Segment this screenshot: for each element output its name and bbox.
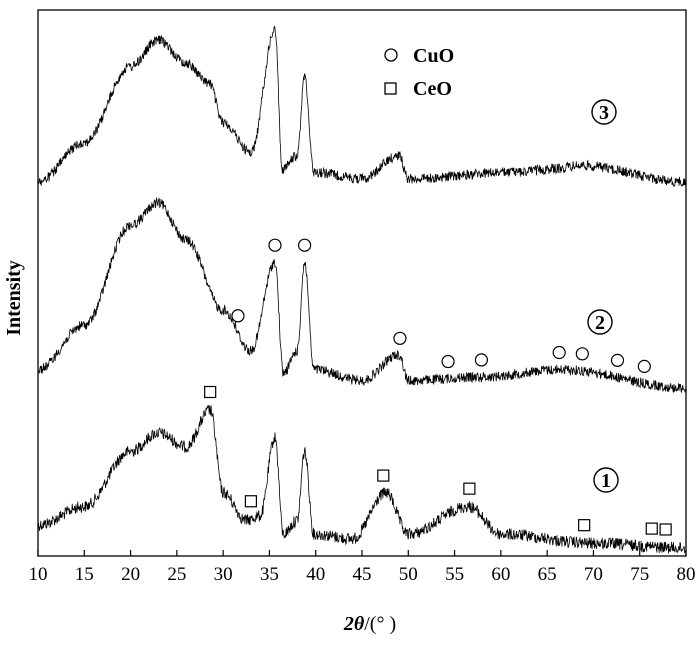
x-tick-label: 55 bbox=[445, 564, 464, 585]
x-tick-label: 15 bbox=[75, 564, 94, 585]
x-tick-label: 65 bbox=[538, 564, 557, 585]
x-tick-label: 35 bbox=[260, 564, 279, 585]
legend-square-marker bbox=[384, 82, 397, 95]
svg-text:2: 2 bbox=[595, 312, 605, 334]
x-tick-label: 50 bbox=[399, 564, 418, 585]
ceo-peak-marker bbox=[659, 523, 672, 536]
plot-frame bbox=[37, 9, 687, 557]
legend-circle-marker bbox=[384, 48, 398, 62]
cuo-peak-marker bbox=[393, 331, 407, 345]
ceo-peak-marker bbox=[463, 482, 476, 495]
x-axis-title: 2θ/(° ) bbox=[343, 613, 396, 635]
svg-text:3: 3 bbox=[599, 102, 609, 124]
x-tick-label: 60 bbox=[491, 564, 510, 585]
x-axis-unit: /(° ) bbox=[364, 613, 396, 635]
x-tick-label: 20 bbox=[121, 564, 140, 585]
series-line-3 bbox=[37, 25, 687, 188]
cuo-peak-marker bbox=[637, 359, 651, 373]
ceo-peak-marker bbox=[244, 495, 258, 508]
svg-text:1: 1 bbox=[601, 470, 611, 492]
x-tick-label: 25 bbox=[167, 564, 186, 585]
cuo-peak-marker bbox=[575, 347, 589, 361]
x-tick-label: 10 bbox=[29, 564, 48, 585]
series-line-1 bbox=[37, 404, 687, 554]
peak-markers bbox=[204, 238, 672, 536]
ceo-peak-marker bbox=[377, 469, 390, 482]
traces bbox=[37, 25, 687, 554]
x-tick-label: 45 bbox=[353, 564, 372, 585]
cuo-peak-marker bbox=[610, 353, 625, 367]
x-tick-label: 75 bbox=[630, 564, 649, 585]
x-tick-label: 80 bbox=[677, 564, 696, 585]
legend-label-ceo: CeO bbox=[413, 78, 452, 100]
cuo-peak-marker bbox=[231, 309, 245, 323]
trace-label-1: 1 bbox=[593, 467, 619, 493]
x-tick-label: 30 bbox=[214, 564, 233, 585]
cuo-peak-marker bbox=[552, 345, 566, 360]
trace-label-3: 3 bbox=[591, 99, 617, 125]
cuo-peak-marker bbox=[441, 354, 455, 369]
trace-label-2: 2 bbox=[587, 309, 613, 335]
ceo-peak-marker bbox=[204, 385, 217, 399]
y-axis-title: Intensity bbox=[3, 260, 25, 336]
x-tick-label: 40 bbox=[306, 564, 325, 585]
cuo-peak-marker bbox=[298, 238, 312, 252]
cuo-peak-marker bbox=[268, 238, 282, 252]
cuo-peak-marker bbox=[474, 353, 489, 367]
ceo-peak-marker bbox=[578, 519, 591, 532]
ceo-peak-marker bbox=[645, 522, 658, 535]
x-tick-label: 70 bbox=[584, 564, 603, 585]
x-axis-symbol: 2θ bbox=[343, 613, 365, 635]
series-line-2 bbox=[37, 196, 687, 393]
legend-label-cuo: CuO bbox=[413, 45, 454, 67]
legend: CuO CeO bbox=[384, 45, 454, 100]
x-axis-ticks: 10 15 20 25 30 35 40 45 50 55 60 65 70 75 80 bbox=[29, 550, 696, 585]
